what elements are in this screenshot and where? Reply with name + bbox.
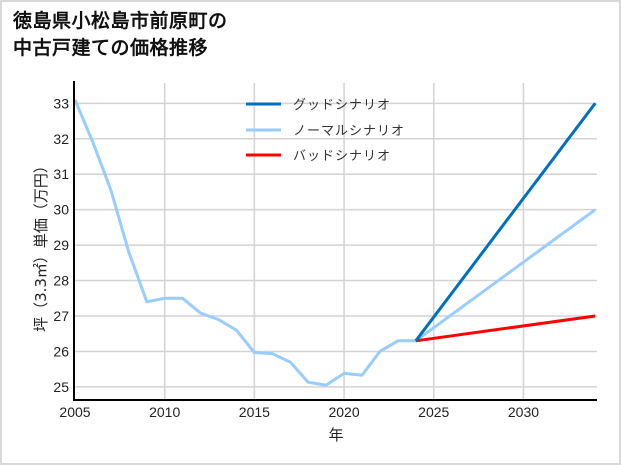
tick-labels: 25 26 27 28 29 30 31 32 33 2005 2010 2015 2020 2025 20… [53, 95, 539, 420]
y-tick-label: 27 [53, 308, 69, 324]
legend-label: グッドシナリオ [293, 98, 391, 113]
series-line-0 [414, 102, 597, 342]
y-tick-label: 33 [53, 95, 69, 111]
series-line-1 [73, 99, 597, 387]
x-tick-label: 2015 [239, 404, 270, 420]
x-tick-label: 2020 [328, 404, 359, 420]
y-axis-label: 坪（3.3㎡）単価（万円） [32, 158, 50, 332]
y-tick-label: 29 [53, 237, 69, 253]
chart-title-line-1: 徳島県小松島市前原町の [13, 10, 228, 32]
series-line-2 [415, 314, 596, 343]
y-tick-label: 26 [53, 343, 69, 359]
x-axis-label: 年 [328, 426, 343, 444]
axes [73, 81, 597, 401]
gridlines [75, 83, 597, 400]
chart-title-line-2: 中古戸建ての価格推移 [13, 37, 209, 59]
legend-label: ノーマルシナリオ [293, 124, 405, 139]
y-tick-label: 30 [53, 202, 69, 218]
x-tick-label: 2010 [149, 404, 180, 420]
y-tick-label: 28 [53, 273, 69, 289]
x-tick-label: 2025 [418, 404, 449, 420]
x-tick-label: 2005 [59, 404, 90, 420]
legend-label: バッドシナリオ [293, 149, 391, 164]
y-tick-label: 31 [53, 166, 69, 182]
chart-title: 徳島県小松島市前原町の 中古戸建ての価格推移 [13, 8, 228, 62]
y-tick-label: 32 [53, 131, 69, 147]
x-tick-label: 2030 [508, 404, 539, 420]
y-tick-label: 25 [53, 379, 69, 395]
data-series [73, 99, 597, 387]
